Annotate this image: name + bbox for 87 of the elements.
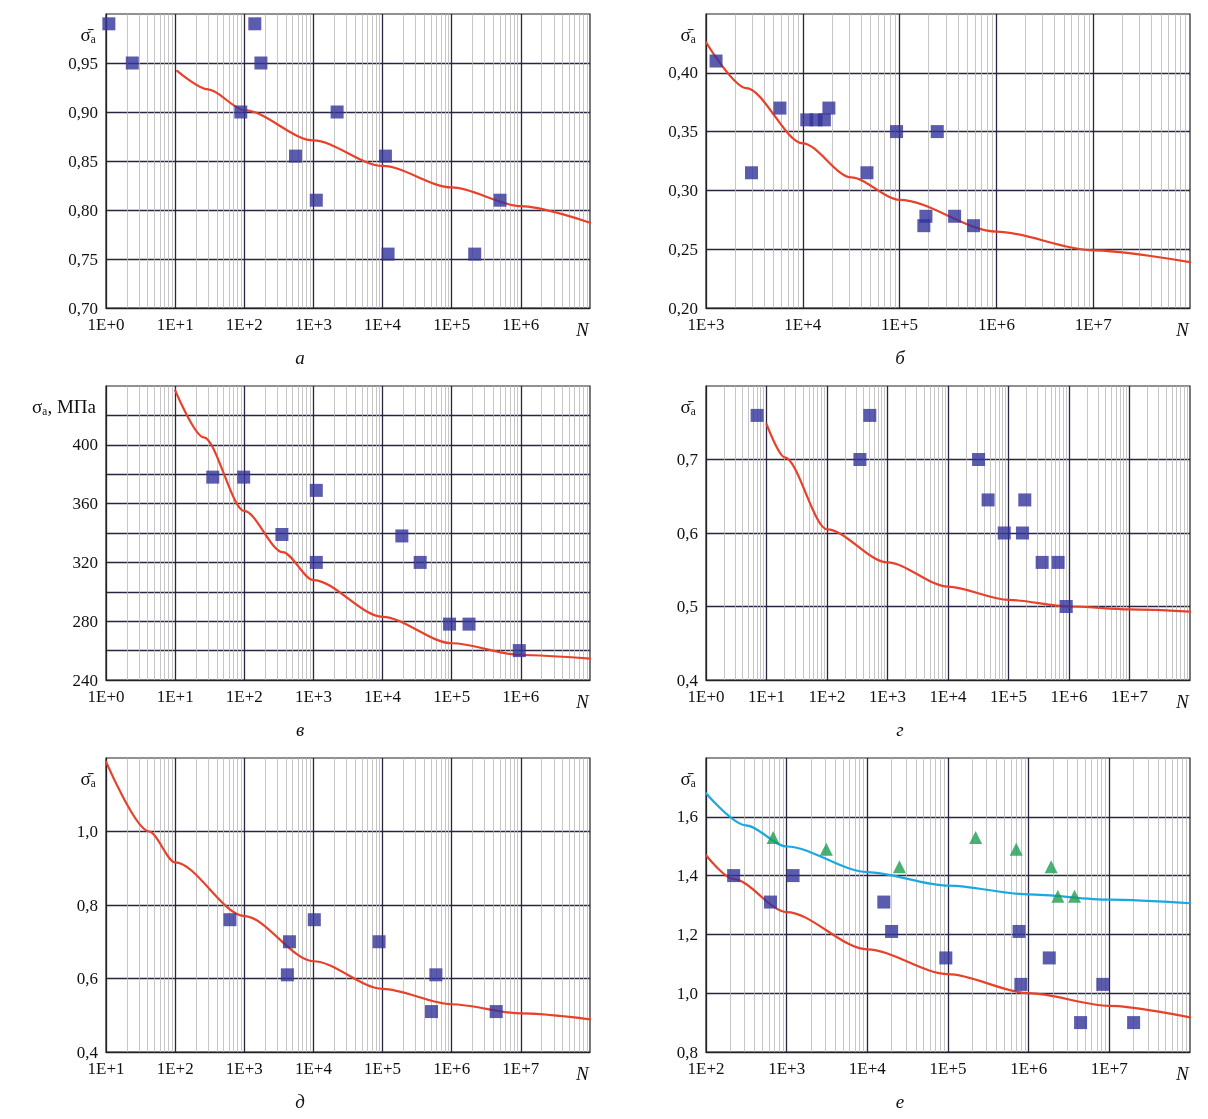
x-tick-label: 1E+2 (808, 687, 846, 706)
x-tick-label: 1E+0 (87, 315, 125, 334)
y-tick-label: 0,7 (676, 450, 699, 469)
y-tick-label: 0,4 (76, 1042, 99, 1062)
x-tick-label: 1E+7 (502, 1059, 540, 1078)
x-tick-label: 1E+4 (784, 315, 822, 334)
y-tick-label: 1,4 (676, 866, 699, 886)
y-tick-label: 0,6 (676, 523, 698, 543)
y-tick-label: 0,35 (668, 122, 698, 142)
x-tick-label: 1E+7 (1111, 687, 1149, 706)
x-tick-label: 1E+5 (881, 315, 919, 334)
x-tick-label: 1E+6 (1050, 687, 1088, 706)
x-tick-label: 1E+5 (990, 687, 1027, 706)
text: г (896, 719, 904, 740)
x-tick-label: 1E+3 (294, 687, 332, 706)
x-axis-title: N (1175, 319, 1190, 340)
x-tick-label: 1E+6 (502, 315, 540, 334)
y-tick-label: 0,30 (668, 180, 698, 200)
x-tick-label: 1E+5 (433, 687, 471, 706)
x-tick-label: 1E+5 (929, 1059, 967, 1078)
x-tick-label: 1E+6 (502, 687, 540, 706)
x-tick-label: 1E+4 (848, 1059, 887, 1078)
x-axis-title: N (575, 1063, 590, 1084)
x-tick-label: 1E+2 (225, 687, 263, 706)
y-tick-label: 0,40 (668, 63, 698, 83)
x-tick-label: 1E+3 (294, 315, 332, 334)
y-tick-label: 0,75 (68, 249, 98, 269)
y-tick-label: 0,90 (68, 102, 98, 122)
y-tick-label: 1,6 (676, 807, 698, 827)
y-tick-label: 240 (72, 670, 98, 690)
y-tick-label: 400 (72, 435, 98, 455)
x-tick-label: 1E+5 (433, 315, 471, 334)
y-axis-title: σ̄ₐ (680, 24, 696, 45)
x-tick-label: 1E+1 (87, 1059, 125, 1078)
x-axis-title: N (1175, 1063, 1190, 1084)
text: д (295, 1091, 305, 1112)
x-tick-label: 1E+6 (433, 1059, 471, 1078)
x-tick-label: 1E+2 (156, 1059, 194, 1078)
x-tick-label: 1E+6 (1010, 1059, 1048, 1078)
x-tick-label: 1E+3 (687, 315, 725, 334)
x-tick-label: 1E+1 (156, 315, 194, 334)
x-tick-label: 1E+4 (364, 315, 402, 334)
x-tick-label: 1E+7 (1090, 1059, 1129, 1078)
x-tick-label: 1E+2 (687, 1059, 725, 1078)
y-tick-label: 0,8 (676, 1042, 698, 1062)
x-tick-label: 1E+1 (156, 687, 194, 706)
y-tick-label: 1,2 (676, 924, 698, 944)
x-tick-label: 1E+3 (869, 687, 906, 706)
y-tick-label: 0,5 (676, 597, 698, 616)
y-tick-label: 0,85 (68, 151, 98, 171)
text: б (895, 347, 907, 368)
x-tick-label: 1E+4 (294, 1059, 333, 1078)
x-tick-label: 1E+7 (1074, 315, 1113, 334)
x-axis-title: N (1175, 691, 1190, 712)
y-axis-title: σ̄ₐ (80, 24, 96, 45)
y-tick-label: 0,4 (676, 670, 699, 690)
y-tick-label: 360 (72, 494, 98, 514)
y-tick-label: 0,20 (668, 298, 698, 318)
y-axis-title: σ̄ₐ (80, 768, 96, 789)
y-tick-label: 0,80 (68, 200, 98, 220)
x-tick-label: 1E+4 (364, 687, 402, 706)
y-tick-label: 0,8 (76, 895, 98, 915)
x-axis-title: N (575, 319, 590, 340)
x-tick-label: 1E+4 (929, 687, 967, 706)
x-tick-label: 1E+1 (748, 687, 785, 706)
y-tick-label: 0,70 (68, 298, 98, 318)
y-axis-title: σₐ, МПа (32, 396, 97, 417)
x-tick-label: 1E+6 (977, 315, 1015, 334)
x-tick-label: 1E+3 (768, 1059, 806, 1078)
x-axis-title: N (575, 691, 590, 712)
y-tick-label: 0,6 (76, 969, 98, 988)
x-tick-label: 1E+0 (687, 687, 725, 706)
y-axis-title: σ̄ₐ (680, 768, 696, 789)
x-tick-label: 1E+3 (225, 1059, 263, 1078)
y-tick-label: 0,95 (68, 53, 98, 73)
x-tick-label: 1E+5 (364, 1059, 402, 1078)
y-tick-label: 1,0 (76, 822, 98, 841)
text: в (295, 719, 305, 740)
y-tick-label: 0,25 (668, 239, 698, 259)
x-tick-label: 1E+2 (225, 315, 263, 334)
text: а (295, 347, 305, 368)
y-tick-label: 1,0 (676, 983, 698, 1003)
text: е (895, 1091, 905, 1112)
y-axis-title: σ̄ₐ (680, 396, 696, 417)
y-tick-label: 320 (72, 552, 98, 572)
x-tick-label: 1E+0 (87, 687, 125, 706)
y-tick-label: 280 (72, 611, 98, 631)
